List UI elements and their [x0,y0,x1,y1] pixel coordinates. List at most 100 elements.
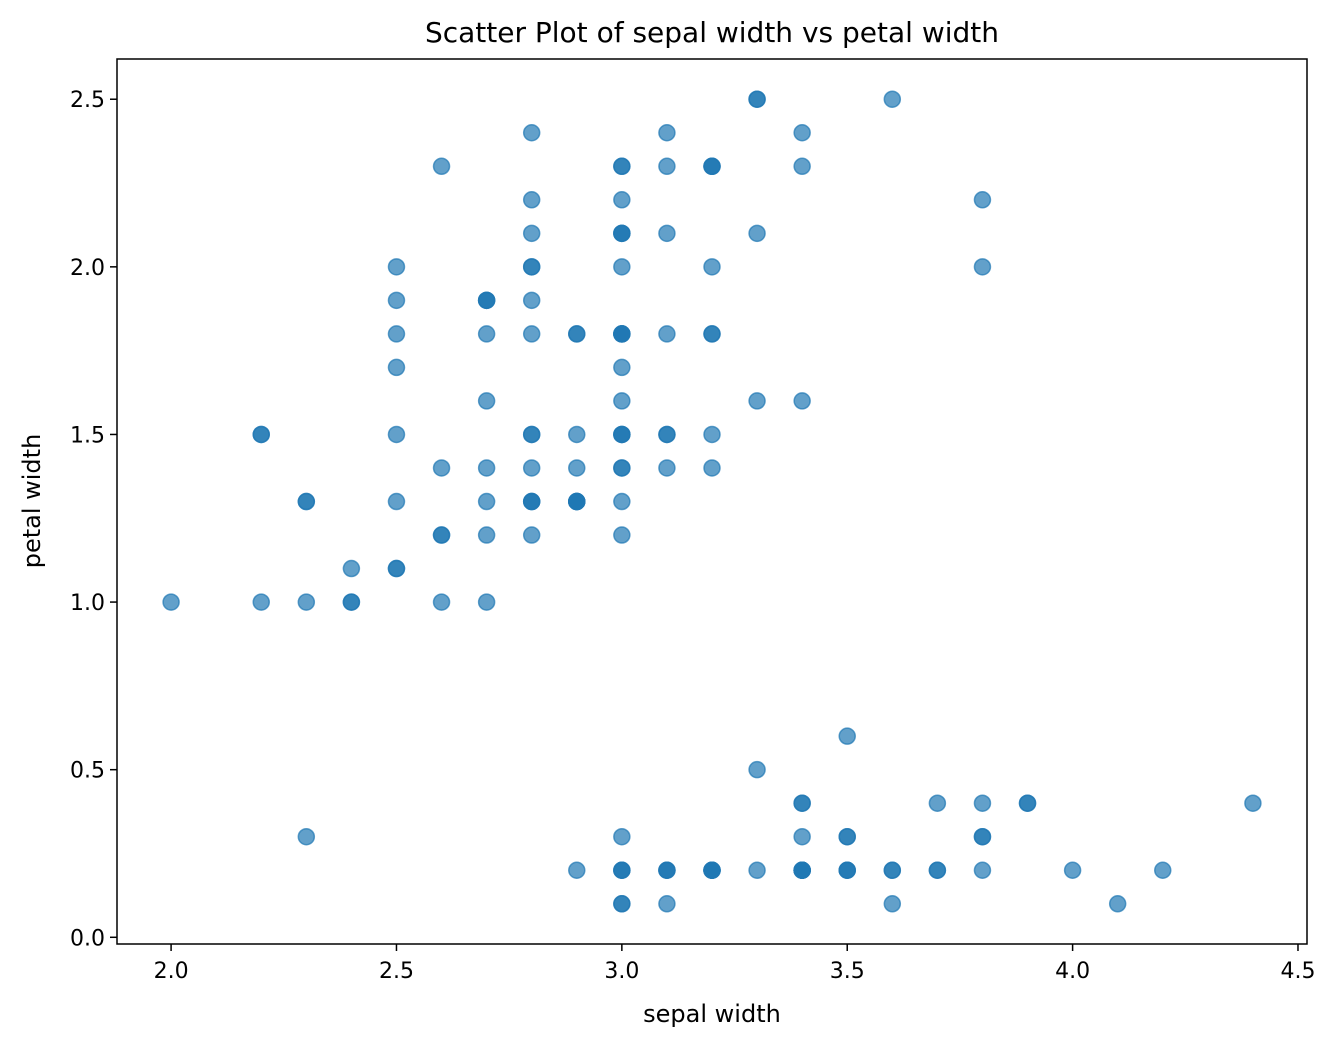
data-point [568,325,586,343]
data-point [613,325,631,343]
data-point [748,90,766,108]
data-point [387,492,406,511]
data-point [748,224,766,243]
data-point [613,895,631,913]
data-point [387,425,406,444]
data-point [883,861,902,879]
plot-area-frame [116,58,1308,945]
data-point [252,593,270,611]
data-point [342,559,361,578]
data-point [477,459,496,477]
x-tick-label: 4.5 [1280,959,1315,984]
data-point [522,191,541,209]
data-point [522,124,541,142]
data-point [387,258,406,276]
data-point [613,526,631,544]
data-point [658,425,676,444]
x-tick-label: 4.0 [1055,959,1090,984]
data-point [748,861,766,879]
data-point [1063,861,1082,879]
data-point [613,827,631,846]
data-point [838,827,856,846]
data-point [297,827,316,846]
data-point [658,895,676,913]
data-point [522,526,541,544]
data-point [522,325,541,343]
data-point [568,861,586,879]
data-point [613,492,631,511]
x-axis: 2.0 2.5 3.0 3.5 4.0 4.5 [154,944,1315,984]
data-point [793,124,811,142]
data-point [522,291,541,310]
data-point [297,593,316,611]
data-point [703,325,721,343]
data-point [793,827,811,846]
y-tick-label: 0.5 [70,759,105,784]
data-point [477,291,496,310]
data-point [477,526,496,544]
data-point [928,861,947,879]
data-point [387,291,406,310]
data-point [973,827,992,846]
data-point [477,492,496,511]
x-tick-label: 2.0 [154,959,189,984]
data-point [297,492,316,511]
data-point [613,358,631,377]
data-point [793,392,811,410]
data-point [432,593,451,611]
data-point [658,861,676,879]
data-point [613,258,631,276]
data-point [883,895,902,913]
data-point [568,425,586,444]
data-points [162,90,1262,913]
data-point [162,593,180,611]
data-point [838,861,856,879]
data-point [658,124,676,142]
data-point [883,90,902,108]
data-point [748,760,766,779]
data-point [342,593,361,611]
data-point [658,157,676,176]
y-axis: 0.0 0.5 1.0 1.5 2.0 2.5 [70,88,117,951]
data-point [387,559,406,578]
data-point [387,325,406,343]
data-point [838,727,856,745]
data-point [1018,794,1037,812]
y-tick-label: 2.0 [70,256,105,281]
data-point [613,861,631,879]
data-point [522,492,541,511]
data-point [477,325,496,343]
data-point [793,157,811,176]
data-point [703,861,721,879]
data-point [703,459,721,477]
data-point [613,224,631,243]
data-point [748,392,766,410]
data-point [793,861,811,879]
data-point [613,191,631,209]
data-point [522,425,541,444]
chart-title: Scatter Plot of sepal width vs petal wid… [425,16,999,49]
data-point [252,425,270,444]
x-tick-label: 3.5 [830,959,865,984]
data-point [703,425,721,444]
data-point [477,593,496,611]
data-point [658,224,676,243]
y-axis-label: petal width [18,434,46,569]
x-axis-label: sepal width [643,1000,781,1028]
data-point [568,459,586,477]
x-tick-label: 3.0 [604,959,639,984]
data-point [613,157,631,176]
data-point [703,157,721,176]
data-point [522,459,541,477]
data-point [432,526,451,544]
data-point [613,425,631,444]
data-point [432,157,451,176]
data-point [1154,861,1172,879]
data-point [973,861,992,879]
data-point [613,392,631,410]
data-point [658,325,676,343]
data-point [477,392,496,410]
data-point [973,191,992,209]
data-point [1244,794,1262,812]
